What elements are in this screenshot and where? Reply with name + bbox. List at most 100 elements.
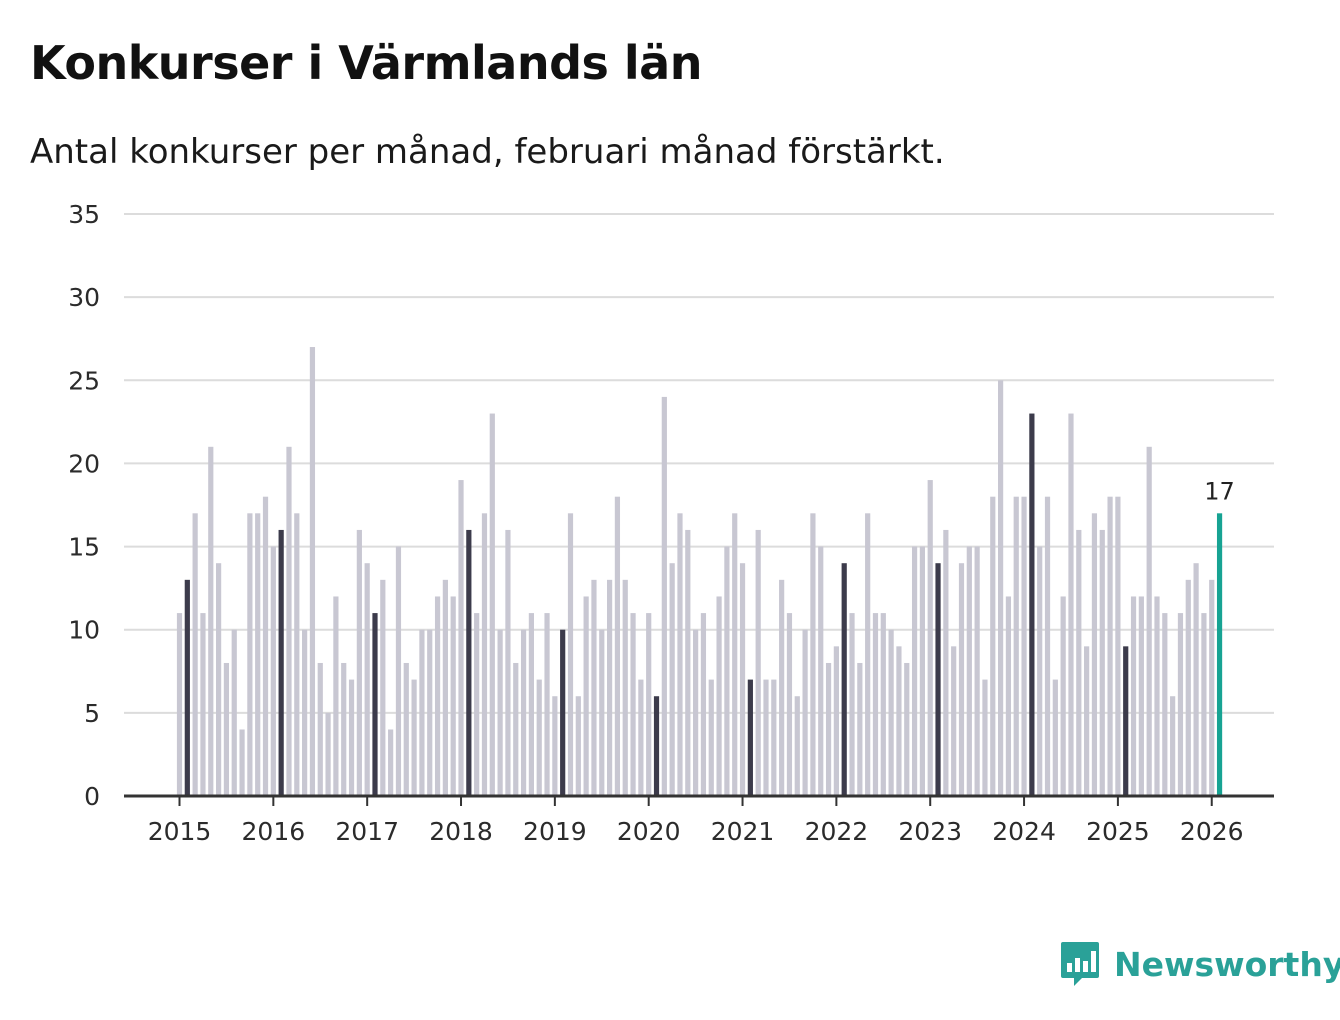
x-tick-label: 2018 [429, 817, 493, 846]
bar [1185, 579, 1191, 796]
bar [1091, 513, 1098, 796]
bar [716, 596, 722, 796]
bar [943, 529, 949, 796]
bar [802, 629, 808, 796]
chart-subtitle: Antal konkurser per månad, februari måna… [30, 132, 945, 172]
grid-lines [124, 213, 1274, 714]
bar [481, 513, 488, 796]
y-tick-label: 10 [68, 616, 100, 645]
bar [372, 613, 378, 796]
bar [1076, 529, 1082, 796]
bar [294, 513, 300, 796]
bar [176, 613, 183, 796]
bar [427, 629, 433, 796]
bar [341, 662, 347, 796]
x-tick-label: 2025 [1086, 817, 1150, 846]
bar [419, 629, 425, 796]
bar [693, 629, 699, 796]
bar [458, 480, 464, 796]
bar [583, 596, 589, 796]
bar [638, 679, 644, 796]
bar [1068, 413, 1074, 796]
x-tick-label: 2026 [1180, 817, 1244, 846]
bar [779, 579, 785, 796]
bar [270, 546, 276, 796]
y-tick-label: 5 [84, 699, 100, 728]
bar [966, 546, 972, 796]
x-tick-label: 2020 [617, 817, 681, 846]
bar [278, 529, 284, 796]
y-tick-label: 30 [68, 283, 100, 312]
bar [1099, 529, 1105, 796]
x-tick-label: 2022 [805, 817, 869, 846]
bar [567, 513, 574, 796]
bar [200, 613, 206, 796]
bar [1154, 596, 1160, 796]
y-tick-label: 0 [84, 782, 100, 811]
bar [317, 662, 323, 796]
y-tick-label: 35 [68, 200, 100, 229]
bar [786, 613, 793, 796]
bar [935, 563, 941, 796]
y-axis-ticks: 0 5 10 15 20 25 30 35 [68, 200, 100, 811]
bar [513, 662, 519, 796]
bar [833, 646, 839, 796]
bar [1029, 413, 1035, 796]
bar [395, 546, 402, 796]
bar [442, 579, 448, 796]
bar [732, 513, 738, 796]
bar [747, 679, 753, 796]
x-tick-label: 2023 [898, 817, 962, 846]
bar [888, 629, 894, 796]
y-tick-label: 15 [68, 533, 100, 562]
bar [614, 496, 621, 796]
bar [325, 712, 331, 796]
bar [505, 529, 511, 796]
bar [661, 396, 667, 796]
bar [1146, 446, 1152, 796]
bar [982, 679, 988, 796]
bar [990, 496, 996, 796]
bar [286, 446, 292, 796]
x-tick-label: 2016 [242, 817, 306, 846]
bar [348, 679, 355, 796]
bar [685, 529, 691, 796]
bar [364, 563, 370, 796]
bar [896, 646, 902, 796]
bar [622, 579, 628, 796]
bar [1084, 646, 1090, 796]
bar [958, 563, 965, 796]
bar [904, 662, 910, 796]
last-value-label: 17 [1204, 477, 1235, 505]
bar [302, 629, 308, 796]
bar [1209, 579, 1215, 796]
bar [630, 613, 636, 796]
bar [1123, 646, 1129, 796]
bar [403, 662, 409, 796]
newsworthy-brand: Newsworthy [1060, 940, 1340, 988]
x-tick-label: 2021 [711, 817, 775, 846]
bar [794, 696, 800, 796]
bar [951, 646, 957, 796]
bar [1130, 596, 1137, 796]
bar [208, 446, 214, 796]
bar [599, 629, 605, 796]
bar [1052, 679, 1058, 796]
bar [1138, 596, 1144, 796]
bar [646, 613, 652, 796]
bar [216, 563, 222, 796]
bar [865, 513, 871, 796]
bar [1107, 496, 1113, 796]
bar [528, 613, 534, 796]
bar [591, 579, 597, 796]
bar [841, 563, 847, 796]
bar [911, 546, 918, 796]
newsworthy-logo-icon [1061, 942, 1099, 986]
bar [474, 613, 480, 796]
bar [1115, 496, 1121, 796]
x-tick-label: 2015 [148, 817, 212, 846]
bar [607, 579, 613, 796]
bar [239, 729, 245, 796]
bar [223, 662, 230, 796]
